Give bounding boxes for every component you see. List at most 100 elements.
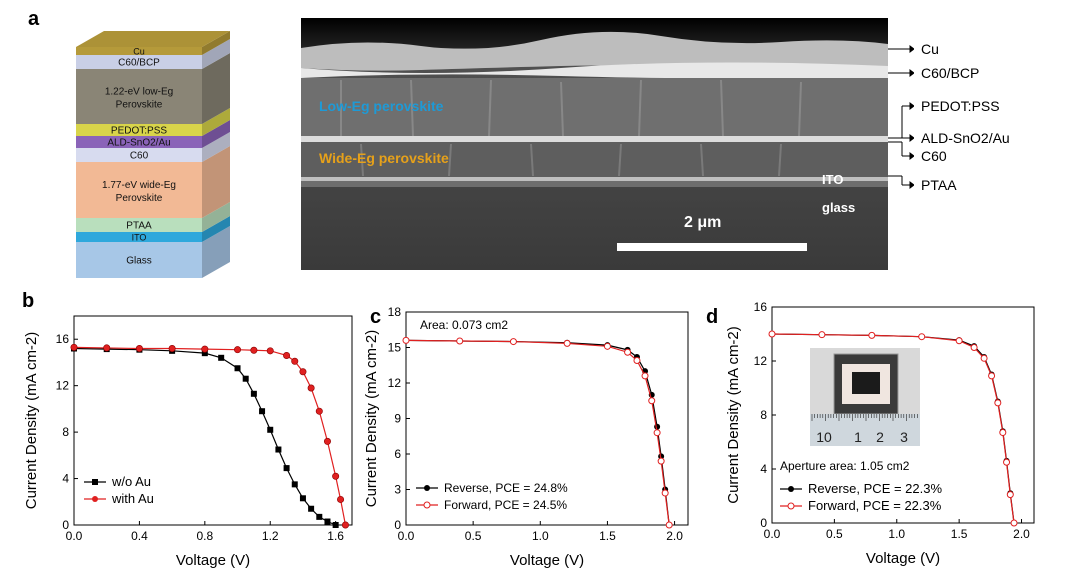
stack-layer-label: ALD-SnO2/Au: [107, 138, 170, 149]
data-point: [868, 331, 876, 339]
stack-layer-side: [202, 120, 230, 148]
stack-layer-front: [76, 232, 202, 242]
jv-chart-c: 0.0 0.5 1.0 1.5 2.0 0 3 6 9 12 15 18 Voltage (V) Curr…: [363, 305, 689, 569]
legend-label: with Au: [111, 491, 154, 506]
sem-scale-bar: [617, 243, 807, 251]
callout-cu: Cu: [921, 41, 939, 57]
data-point: [218, 354, 225, 361]
data-point: [234, 365, 241, 372]
y-tick-label: 4: [760, 462, 767, 476]
data-point: [1006, 491, 1014, 499]
annotation-text: Aperture area: 1.05 cm2: [780, 459, 910, 473]
data-point: [242, 375, 249, 382]
stack-layer-front: [76, 124, 202, 136]
legend-marker: [92, 479, 98, 485]
data-point: [633, 357, 641, 365]
x-tick-label: 1.0: [532, 529, 549, 543]
data-point: [641, 372, 649, 380]
data-point: [323, 437, 331, 445]
data-point: [267, 426, 274, 433]
ruler-label: 10: [816, 429, 832, 445]
x-tick-label: 1.6: [327, 529, 344, 543]
y-tick-label: 0: [760, 516, 767, 530]
y-tick-label: 3: [394, 483, 401, 497]
x-tick-label: 0.0: [398, 529, 415, 543]
legend-label: Forward, PCE = 22.3%: [808, 498, 942, 513]
data-point: [624, 348, 632, 356]
data-point: [234, 346, 242, 354]
stack-layer-label: 1.22-eV low-Eg: [105, 87, 173, 98]
data-point: [307, 384, 315, 392]
legend-marker: [92, 496, 98, 502]
data-point: [988, 372, 996, 380]
stack-layer-label: PTAA: [126, 221, 152, 232]
data-point: [818, 331, 826, 339]
x-tick-label: 0.4: [131, 529, 148, 543]
inset-cell-active: [852, 372, 880, 394]
stack-layer-label: ITO: [132, 233, 147, 243]
stack-layer-label-2: Perovskite: [116, 193, 163, 204]
panel-label-b: b: [22, 290, 35, 312]
stack-layer-label: 1.77-eV wide-Eg: [102, 180, 176, 191]
y-tick-label: 15: [388, 341, 402, 355]
stack-layer-side: [202, 146, 230, 218]
data-point: [266, 347, 274, 355]
data-point: [201, 350, 208, 357]
stack-layer-label: C60/BCP: [118, 58, 160, 69]
stack-layer-front: [76, 47, 202, 55]
data-point: [509, 338, 517, 346]
data-point: [665, 521, 673, 529]
data-point: [250, 390, 257, 397]
data-point: [332, 522, 339, 528]
panel-label-c: c: [370, 306, 382, 328]
stack-layer-label: Glass: [126, 256, 152, 267]
data-point: [168, 345, 176, 353]
y-tick-label: 16: [754, 300, 768, 314]
data-point: [299, 495, 306, 502]
data-point: [275, 446, 282, 453]
data-point: [299, 368, 307, 376]
sem-ito-label: ITO: [822, 172, 844, 187]
x-tick-label: 1.2: [262, 529, 279, 543]
y-tick-label: 12: [56, 379, 70, 393]
data-point: [308, 505, 315, 512]
data-point: [315, 407, 323, 415]
data-point: [1003, 458, 1011, 466]
stack-layer-label: Cu: [133, 47, 145, 57]
data-point: [135, 345, 143, 353]
x-tick-label: 0.0: [764, 527, 781, 541]
data-point: [291, 357, 299, 365]
sem-scale-label: 2 μm: [684, 214, 722, 231]
x-tick-label: 1.5: [599, 529, 616, 543]
y-axis-label: Current Density (mA cm-2): [363, 330, 380, 508]
sem-cross-section-image: Low-Eg perovskite Wide-Eg perovskite ITO…: [301, 18, 888, 270]
data-point: [658, 453, 665, 460]
y-tick-label: 6: [394, 447, 401, 461]
data-point: [653, 429, 661, 437]
ruler-label: 2: [876, 429, 884, 445]
stack-layer-front: [76, 242, 202, 278]
data-point: [999, 429, 1007, 437]
data-point: [324, 518, 331, 525]
stack-layer-side: [202, 216, 230, 242]
y-axis-label: Current Density (mA cm-2): [23, 332, 40, 510]
legend-marker: [424, 485, 430, 491]
x-tick-label: 0.8: [196, 529, 213, 543]
legend-marker: [787, 502, 795, 510]
stack-layer-side: [202, 202, 230, 232]
sem-glass-label: glass: [822, 200, 856, 215]
y-axis-label: Current Density (mA cm-2): [725, 326, 742, 504]
callout-pedot: PEDOT:PSS: [921, 98, 1000, 114]
stack-layer-side: [202, 53, 230, 124]
x-tick-label: 1.5: [951, 527, 968, 541]
sem-wide-label: Wide-Eg perovskite: [319, 150, 449, 166]
x-tick-label: 2.0: [666, 529, 683, 543]
data-point: [316, 513, 323, 520]
data-point: [994, 399, 1002, 407]
sem-low-label: Low-Eg perovskite: [319, 98, 444, 114]
y-tick-label: 12: [388, 376, 402, 390]
inset-photo: 10 1 2 3: [810, 348, 920, 446]
legend-marker: [788, 486, 794, 492]
data-point: [456, 337, 464, 345]
